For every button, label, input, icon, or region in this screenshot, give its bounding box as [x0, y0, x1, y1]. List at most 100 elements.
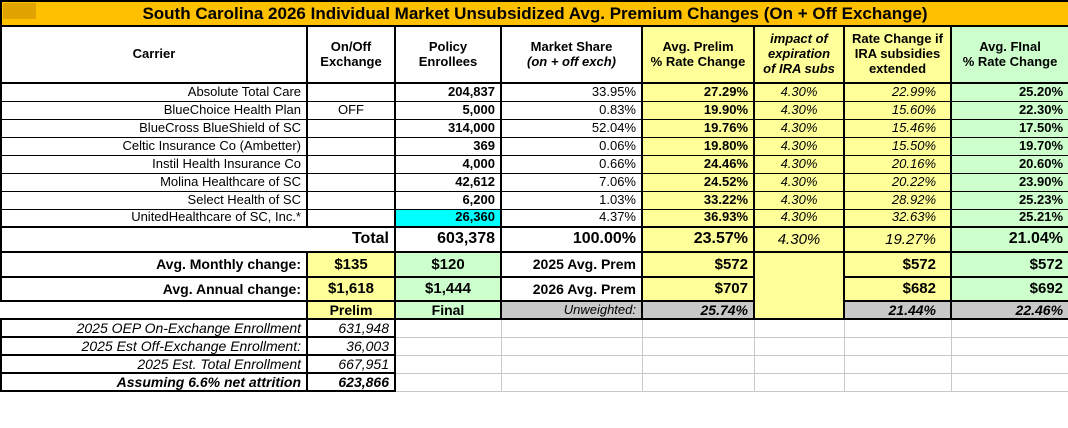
empty-cell — [844, 355, 952, 374]
col-header-enrollees-line2: Enrollees — [418, 53, 478, 69]
prelim-rate-cell: 33.22% — [641, 190, 755, 210]
total-rate-if-extended: 19.27% — [843, 226, 952, 253]
footnote-row: 2025 Est. Total Enrollment 667,951 — [0, 354, 1068, 375]
ira-impact-cell: 4.30% — [753, 82, 845, 102]
final-rate-cell: 20.60% — [949, 154, 1068, 174]
total-enrollees: 603,378 — [394, 226, 502, 253]
empty-cell — [501, 355, 643, 374]
market-share-cell: 52.04% — [500, 118, 643, 138]
prelim-rate-cell: 36.93% — [641, 208, 755, 228]
rate-if-extended-cell: 20.22% — [843, 172, 952, 192]
total-prelim-rate: 23.57% — [641, 226, 755, 253]
market-share-cell: 7.06% — [500, 172, 643, 192]
col-header-market-share: Market Share (on + off exch) — [500, 25, 643, 84]
prelim-rate-cell: 24.46% — [641, 154, 755, 174]
col-header-share-line1: Market Share — [530, 38, 613, 54]
prelim-column-tag: Prelim — [306, 299, 396, 321]
enrollees-cell: 369 — [394, 136, 502, 156]
final-rate-cell: 19.70% — [949, 136, 1068, 156]
carrier-cell: BlueCross BlueShield of SC — [0, 118, 308, 138]
table-row: UnitedHealthcare of SC, Inc.* 26,360 4.3… — [0, 208, 1068, 228]
col-header-rateext-line2: IRA subsidies — [854, 46, 941, 62]
col-header-prelim-line1: Avg. Prelim — [662, 38, 734, 54]
enrollees-cell: 314,000 — [394, 118, 502, 138]
final-rate-cell: 25.23% — [949, 190, 1068, 210]
col-header-impact-line2: expiration — [767, 46, 831, 62]
empty-cell — [642, 319, 755, 338]
footnote-value: 36,003 — [306, 336, 396, 357]
carrier-cell: UnitedHealthcare of SC, Inc.* — [0, 208, 308, 228]
empty-cell — [754, 373, 845, 392]
footnote-row: 2025 OEP On-Exchange Enrollment 631,948 — [0, 318, 1068, 339]
empty-cell — [951, 355, 1068, 374]
rate-if-extended-cell: 15.50% — [843, 136, 952, 156]
empty-cell — [951, 319, 1068, 338]
total-row: Total 603,378 100.00% 23.57% 4.30% 19.27… — [0, 226, 1068, 253]
rate-if-extended-cell: 28.92% — [843, 190, 952, 210]
empty-cell — [395, 373, 502, 392]
empty-cell — [844, 319, 952, 338]
enrollees-cell: 4,000 — [394, 154, 502, 174]
ira-impact-cell: 4.30% — [753, 154, 845, 174]
prelim-rate-cell: 19.76% — [641, 118, 755, 138]
col-header-rateext-line1: Rate Change if — [851, 31, 943, 47]
col-header-enrollees-line1: Policy — [428, 38, 468, 54]
empty-cell — [395, 337, 502, 356]
table-row: Select Health of SC 6,200 1.03% 33.22% 4… — [0, 190, 1068, 210]
enrollees-cell: 5,000 — [394, 100, 502, 120]
empty-cell — [395, 355, 502, 374]
onoff-cell — [306, 136, 396, 156]
avg-prem-2026-prelim: $707 — [641, 276, 755, 302]
unweighted-final: 22.46% — [949, 299, 1068, 321]
col-header-carrier: Carrier — [0, 25, 308, 84]
carrier-cell: BlueChoice Health Plan — [0, 100, 308, 120]
annual-change-row: Avg. Annual change: $1,618 $1,444 2026 A… — [0, 276, 1068, 302]
onoff-cell — [306, 118, 396, 138]
col-header-avg-final: Avg. FInal % Rate Change — [949, 25, 1068, 84]
enrollees-cell: 6,200 — [394, 190, 502, 210]
col-header-onoff-line1: On/Off — [330, 38, 372, 54]
footnote-row: 2025 Est Off-Exchange Enrollment: 36,003 — [0, 336, 1068, 357]
ira-impact-cell: 4.30% — [753, 100, 845, 120]
market-share-cell: 33.95% — [500, 82, 643, 102]
final-rate-cell: 25.21% — [949, 208, 1068, 228]
market-share-cell: 0.06% — [500, 136, 643, 156]
avg-prem-2026-extended: $682 — [843, 276, 952, 302]
rate-if-extended-cell: 20.16% — [843, 154, 952, 174]
table-row: BlueCross BlueShield of SC 314,000 52.04… — [0, 118, 1068, 138]
prelim-rate-cell: 24.52% — [641, 172, 755, 192]
final-rate-cell: 23.90% — [949, 172, 1068, 192]
ira-impact-cell: 4.30% — [753, 172, 845, 192]
market-share-cell: 0.83% — [500, 100, 643, 120]
onoff-cell — [306, 154, 396, 174]
empty-cell — [501, 337, 643, 356]
enrollees-cell-highlighted: 26,360 — [394, 208, 502, 228]
col-header-final-line2: % Rate Change — [962, 53, 1058, 69]
table-row: Molina Healthcare of SC 42,612 7.06% 24.… — [0, 172, 1068, 192]
col-header-final-line1: Avg. FInal — [979, 38, 1041, 54]
empty-cell — [501, 373, 643, 392]
empty-cell — [642, 373, 755, 392]
footnote-label: 2025 Est. Total Enrollment — [0, 354, 308, 375]
footnote-value: 623,866 — [306, 372, 396, 393]
onoff-cell — [306, 82, 396, 102]
col-header-onoff-line2: Exchange — [320, 53, 382, 69]
unweighted-prelim: 25.74% — [641, 299, 755, 321]
carrier-cell: Instil Health Insurance Co — [0, 154, 308, 174]
market-share-cell: 1.03% — [500, 190, 643, 210]
footnote-row: Assuming 6.6% net attrition 623,866 — [0, 372, 1068, 393]
enrollees-cell: 42,612 — [394, 172, 502, 192]
total-label: Total — [0, 226, 396, 253]
total-ira-impact: 4.30% — [753, 226, 845, 253]
footnote-label: 2025 Est Off-Exchange Enrollment: — [0, 336, 308, 357]
table-row: Instil Health Insurance Co 4,000 0.66% 2… — [0, 154, 1068, 174]
empty-cell — [754, 355, 845, 374]
col-header-avg-prelim: Avg. Prelim % Rate Change — [641, 25, 755, 84]
rate-if-extended-cell: 15.46% — [843, 118, 952, 138]
empty-cell — [844, 373, 952, 392]
table-row: Absolute Total Care 204,837 33.95% 27.29… — [0, 82, 1068, 102]
empty-cell — [754, 337, 845, 356]
empty-cell — [951, 337, 1068, 356]
avg-prem-2025-final: $572 — [949, 251, 1068, 278]
